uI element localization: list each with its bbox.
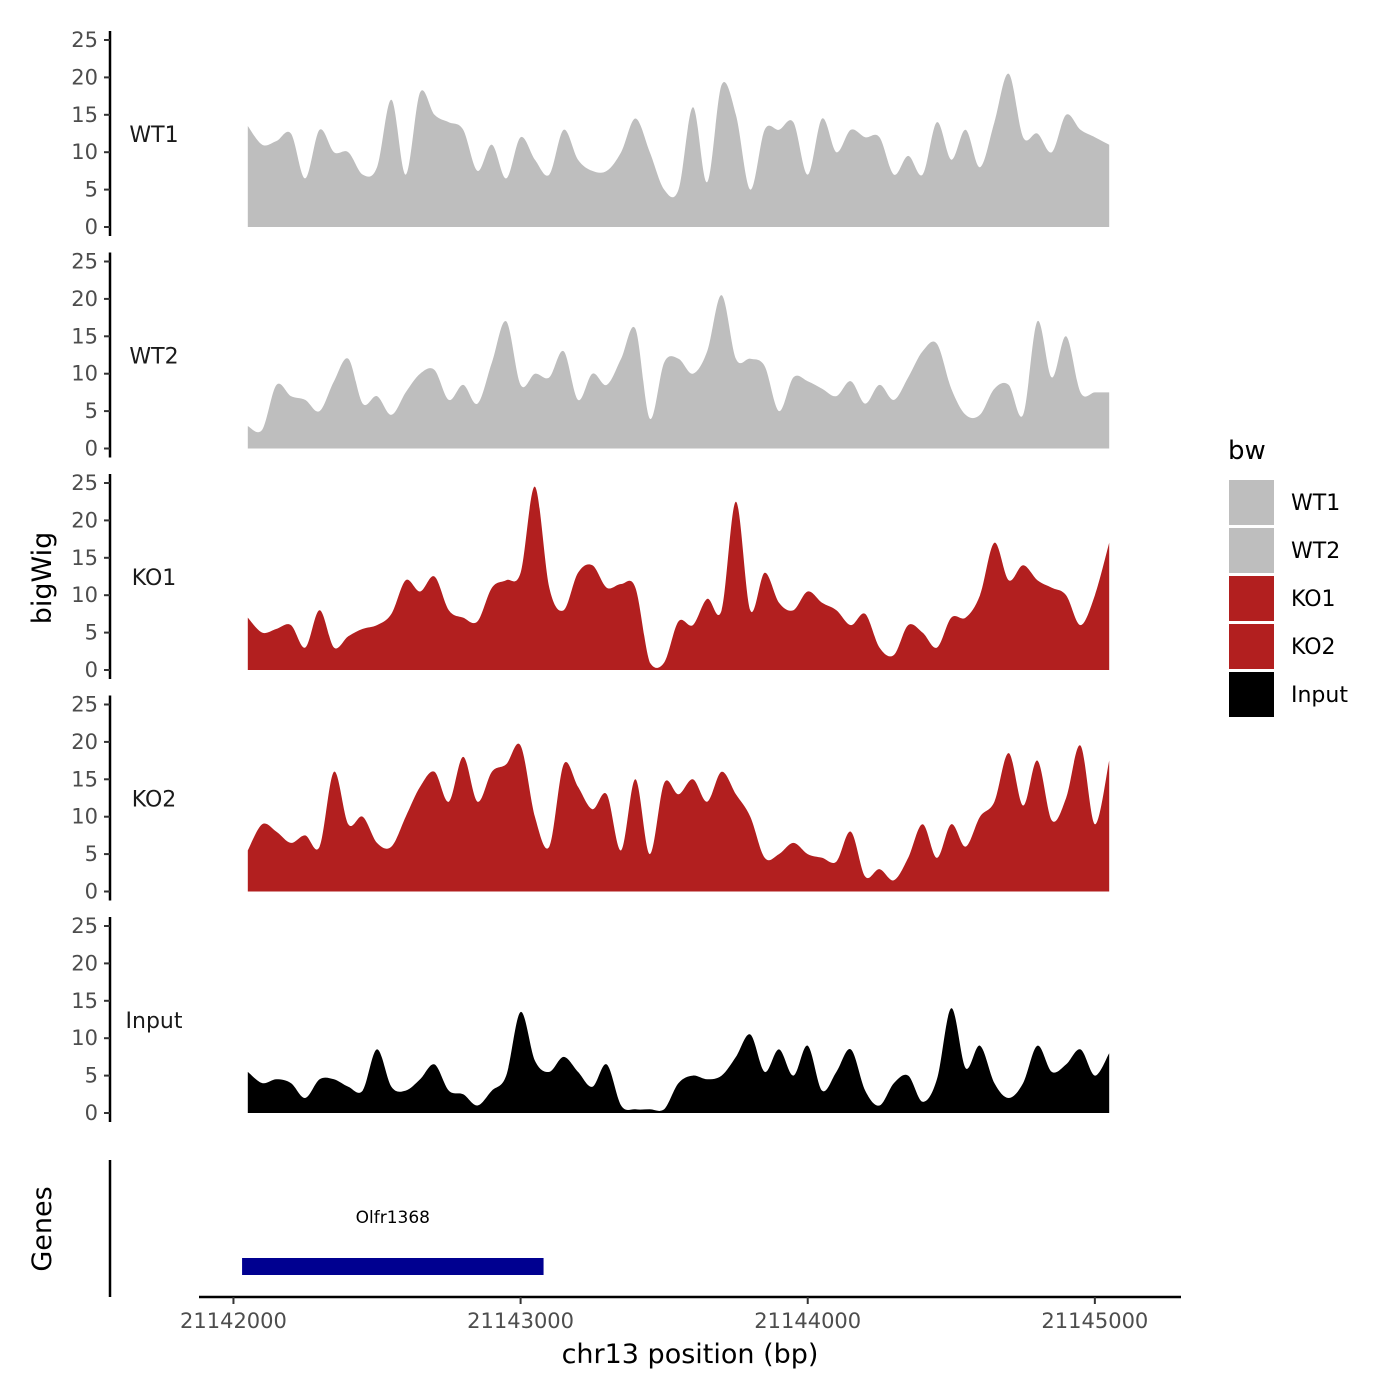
y-tick-label: 25 [71,471,98,495]
y-tick-label: 5 [85,399,98,423]
y-tick-label: 0 [85,1101,98,1125]
genes-track: Genes Olfr1368 [27,1160,544,1297]
track-input: 0 5 10 15 20 25 Input [71,914,1110,1125]
legend-label: WT1 [1291,491,1340,516]
legend-swatch [1229,624,1274,669]
x-axis-title: chr13 position (bp) [562,1339,819,1370]
y-tick-label: 15 [71,989,98,1013]
area-ko1 [247,486,1110,670]
track-wt1: 0 5 10 15 20 25 WT1 [71,28,1110,239]
y-tick-label: 25 [71,693,98,717]
legend-label: KO2 [1291,635,1336,660]
y-tick-label: 20 [71,287,98,311]
legend-label: Input [1291,683,1348,708]
y-tick-label: 10 [71,805,98,829]
signal-tracks: 0510152025WT10510152025WT20510152025KO10… [71,28,1110,1125]
x-tick-label: 21142000 [180,1309,287,1333]
y-tick-label: 20 [71,508,98,532]
x-axis: 21142000 21143000 21144000 21145000 [180,1295,1181,1333]
x-tick-label: 21145000 [1041,1309,1148,1333]
y-tick-label: 15 [71,324,98,348]
track-label: WT1 [129,123,178,148]
y-tick-label: 0 [85,437,98,461]
x-tick-label: 21144000 [754,1309,861,1333]
y-tick-label: 10 [71,583,98,607]
y-axis-title: bigWig [27,532,58,625]
gene-body [242,1258,544,1275]
track-label: WT2 [129,345,178,370]
area-wt2 [247,295,1110,449]
track-label: KO1 [132,566,177,591]
y-tick-label: 0 [85,880,98,904]
legend-label: WT2 [1291,539,1340,564]
area-ko2 [247,743,1110,892]
gene-label: Olfr1368 [356,1208,430,1228]
y-tick-label: 20 [71,730,98,754]
y-tick-label: 10 [71,140,98,164]
y-tick-label: 25 [71,28,98,52]
area-wt1 [247,73,1110,228]
y-tick-label: 15 [71,103,98,127]
legend-swatch [1229,672,1274,717]
area-input [247,1008,1110,1113]
track-label: KO2 [132,788,177,813]
track-label: Input [126,1009,183,1034]
y-tick-label: 0 [85,215,98,239]
track-wt2: 0 5 10 15 20 25 WT2 [71,250,1110,461]
y-tick-label: 5 [85,178,98,202]
y-tick-label: 15 [71,767,98,791]
y-tick-label: 0 [85,658,98,682]
y-tick-label: 5 [85,842,98,866]
legend-swatch [1229,528,1274,573]
legend-swatch [1229,576,1274,621]
track-ko1: 0 5 10 15 20 25 KO1 [71,471,1110,682]
y-tick-label: 25 [71,914,98,938]
genes-track-title: Genes [27,1186,58,1271]
y-tick-label: 10 [71,1026,98,1050]
legend-title: bw [1228,436,1266,466]
y-tick-label: 20 [71,951,98,975]
y-tick-label: 5 [85,621,98,645]
y-tick-label: 10 [71,362,98,386]
x-tick-label: 21143000 [467,1309,574,1333]
legend: bw WT1 WT2 KO1 KO2 Input [1228,436,1348,717]
y-tick-label: 20 [71,65,98,89]
y-tick-label: 25 [71,250,98,274]
legend-swatch [1229,480,1274,525]
y-tick-label: 15 [71,546,98,570]
track-ko2: 0 5 10 15 20 25 KO2 [71,693,1110,904]
legend-label: KO1 [1291,587,1336,612]
y-tick-label: 5 [85,1064,98,1088]
